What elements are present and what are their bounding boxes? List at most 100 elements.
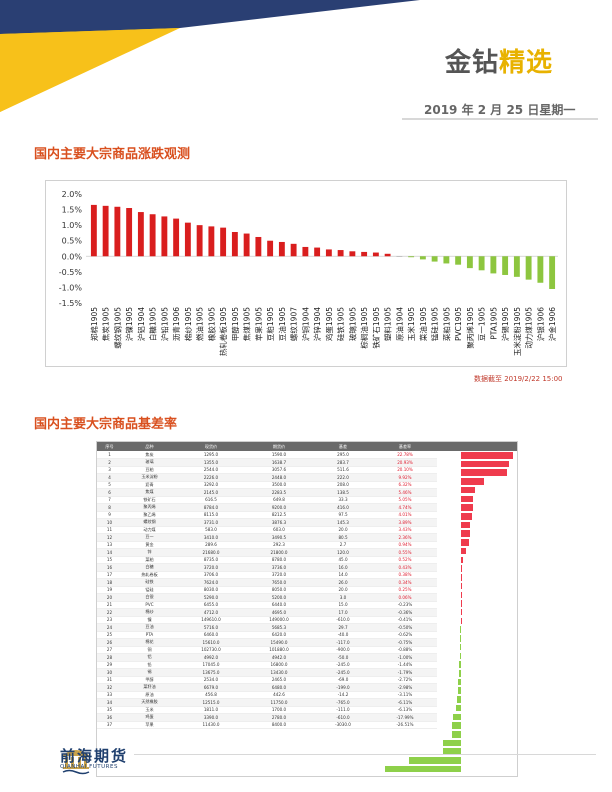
bar [231,231,238,257]
table-cell: 8 [97,503,122,512]
table-row: 24 豆油 5716.0 5685.3 29.7 -0.50% [97,623,437,632]
bar [220,227,227,257]
table-cell: -111.0 [313,706,373,714]
table-cell: 511.6 [313,466,373,474]
table-cell: 17.0 [313,608,373,617]
basis-table: 序号 品种 现货价 期货价 基差 基差率 1 焦炭 1295.0 1590.0 295.0 22.7… [97,442,437,729]
basis-bar [461,565,463,572]
table-row: 14 锌 21680.0 21800.0 120.0 0.55% [97,548,437,557]
basis-bar [459,635,461,642]
bar [278,241,285,257]
table-cell: 4 [97,473,122,482]
x-tick-label: 菜粕1905 [441,307,451,341]
table-row: 20 白银 5290.0 5200.0 3.0 0.06% [97,593,437,602]
table-cell: 0.34% [373,578,437,587]
table-cell: 螺纹钢 [122,518,177,527]
x-tick-label: 沪铅1905 [159,307,169,341]
table-cell: 33 [97,691,122,699]
table-cell: -1.00% [373,653,437,662]
y-tick-label: 1.5% [62,206,83,215]
table-cell: -0.41% [373,616,437,624]
table-cell: 28 [97,653,122,662]
table-cell: -1.44% [373,661,437,669]
table-cell: 5 [97,481,122,489]
table-cell: 6 [97,488,122,497]
table-cell: 5.46% [373,488,437,497]
table-cell: 黄金 [122,541,177,549]
table-cell: 镍 [122,616,177,624]
x-tick-label: 沪金1906 [547,307,557,341]
table-cell: 3.0 [313,593,373,602]
table-cell: -1.79% [373,668,437,677]
table-cell: -3.11% [373,691,437,699]
table-cell: 2283.5 [245,488,313,497]
table-cell: 0.94% [373,541,437,549]
basis-bar [461,521,471,529]
table-cell: -900.0 [313,646,373,654]
table-row: 13 黄金 289.6 292.3 2.7 0.94% [97,541,437,549]
table-row: 34 天然橡胶 12515.0 11750.0 -765.0 -6.11% [97,698,437,707]
table-cell: 442.6 [245,691,313,699]
table-cell: 616.5 [177,496,245,504]
table-cell: 7624.0 [177,578,245,587]
table-cell: 18 [97,578,122,587]
table-cell: 3736.0 [245,563,313,572]
table-row: 16 白糖 3720.0 3736.0 16.0 0.43% [97,563,437,572]
basis-bar [443,739,461,747]
date-divider [402,118,598,120]
table-cell: 9 [97,511,122,519]
table-row: 8 聚丙烯 8784.0 9200.0 416.0 4.74% [97,503,437,512]
table-cell: 15490.0 [245,638,313,647]
column-header: 品种 [122,442,177,451]
bar [419,256,426,260]
table-cell: 149610.0 [177,616,245,624]
table-row: 30 锡 13675.0 13430.0 -245.0 -1.79% [97,668,437,677]
table-row: 15 菜粕 8735.0 8780.0 45.0 0.52% [97,556,437,564]
table-cell: 35 [97,706,122,714]
table-cell: 2780.0 [245,713,313,722]
x-tick-label: 原油1904 [394,307,404,341]
table-cell: -0.88% [373,646,437,654]
table-cell: -69.0 [313,676,373,684]
column-header: 期货价 [245,442,313,451]
table-cell: 11750.0 [245,698,313,707]
bar [384,253,391,257]
table-cell: 4942.0 [245,653,313,662]
bar [525,256,532,280]
table-cell: 15 [97,556,122,564]
table-cell: 鸡蛋 [122,713,177,722]
x-tick-label: 沪镍1905 [124,307,134,341]
table-row: 27 铜 102730.0 101880.0 -900.0 -0.88% [97,646,437,654]
table-cell: 6480.0 [245,683,313,692]
table-cell: 棉纱 [122,608,177,617]
x-tick-label: 聚丙烯1905 [465,307,475,349]
basis-bar [461,530,470,537]
table-cell: 3057.6 [245,466,313,474]
table-cell: -2.98% [373,683,437,692]
table-cell: 2.36% [373,533,437,542]
table-cell: 222.0 [313,473,373,482]
x-tick-label: 沪铝1904 [136,307,146,341]
table-cell: 583.0 [177,526,245,534]
bar [490,256,497,274]
table-cell: 19 [97,586,122,594]
table-cell: 豆油 [122,623,177,632]
table-cell: -0.23% [373,601,437,609]
bar [549,256,556,289]
x-tick-label: 沥青1906 [171,307,181,341]
table-cell: 5290.0 [177,593,245,602]
bar [396,256,403,257]
brand-part2: 精选 [499,48,554,78]
table-cell: 原油 [122,691,177,699]
table-cell: 149000.0 [245,616,313,624]
table-cell: -0.36% [373,608,437,617]
x-tick-label: 焦炭1905 [101,307,111,341]
table-row: 5 沥青 3292.0 3500.0 208.0 6.32% [97,481,437,489]
bar [255,236,262,257]
bar [149,214,156,257]
table-cell: 4695.0 [245,608,313,617]
table-row: 19 锰硅 8030.0 8050.0 20.0 0.25% [97,586,437,594]
x-tick-label: 棕榈油1905 [359,307,369,349]
basis-bar [459,643,461,651]
table-row: 10 螺纹钢 3731.0 3876.3 145.3 3.89% [97,518,437,527]
